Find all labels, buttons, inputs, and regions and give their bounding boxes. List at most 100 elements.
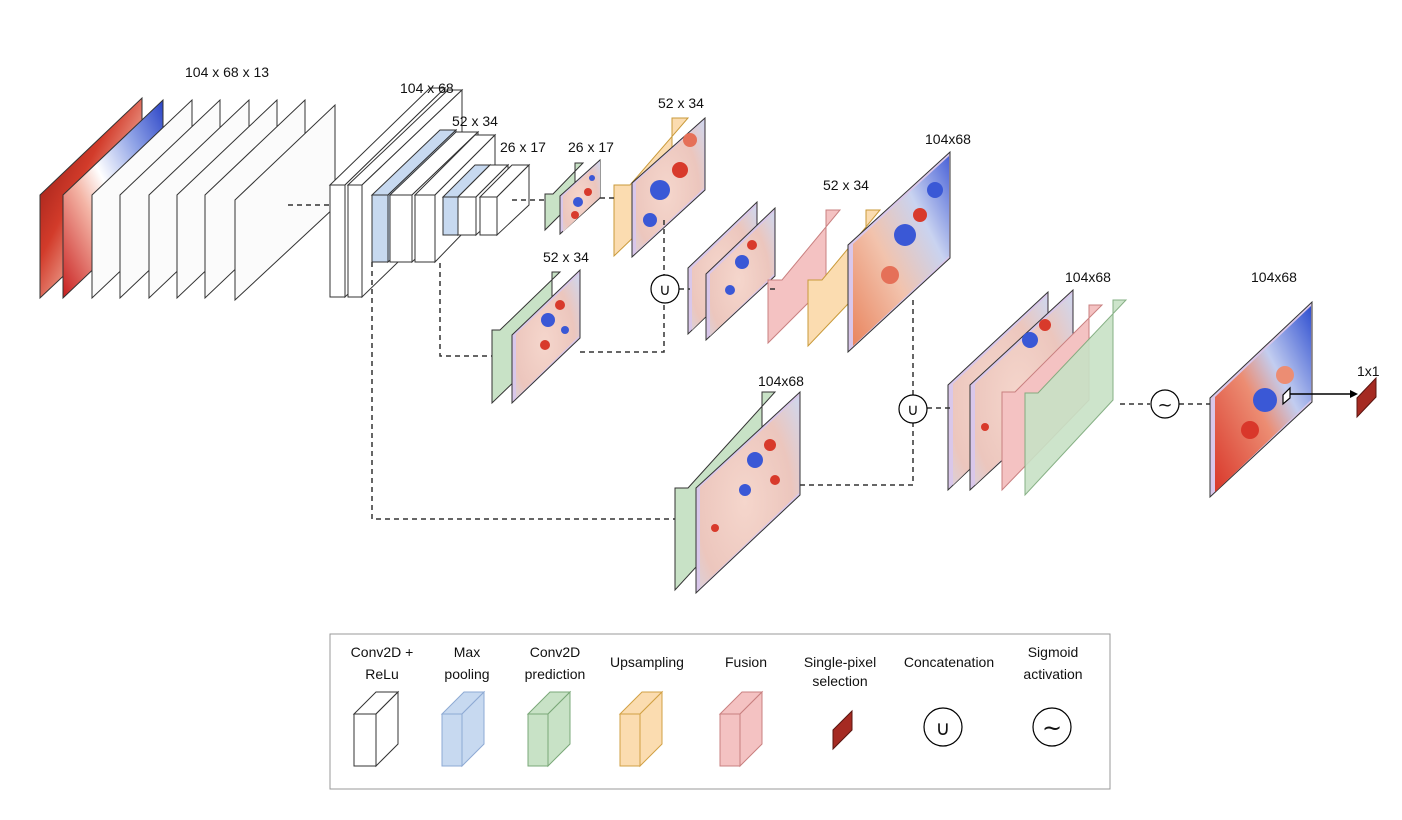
connectors <box>288 197 1210 520</box>
fusion-104x68: 104x68 <box>947 269 1128 497</box>
legend-item-upsampling: Upsampling <box>610 654 684 768</box>
pred104-blob-2 <box>764 439 776 451</box>
conn-pred104-to-union2 <box>800 422 914 486</box>
legend-concat-circle <box>923 707 963 747</box>
output-blob-1 <box>1253 388 1277 412</box>
prediction-26x17: 26 x 17 <box>544 139 614 236</box>
legend-upsampling-side <box>639 690 663 768</box>
pred26-blob-2 <box>584 188 592 196</box>
legend-sigmoid-line2: activation <box>1023 666 1082 682</box>
legend-sigmoid-symbol: ~ <box>1042 714 1062 742</box>
block1-slab2 <box>347 184 363 298</box>
block3-front1 <box>457 196 477 236</box>
pred52-blob-4 <box>561 326 569 334</box>
union-node-1-circle <box>650 274 680 304</box>
legend-item-single-pixel: Single-pixel selection <box>804 654 876 751</box>
concat104-blob-2 <box>1039 319 1051 331</box>
pool2-front <box>442 196 459 236</box>
up104-blob-2 <box>913 208 927 222</box>
conn-block2-skip <box>439 263 492 357</box>
legend-pixel-line2: selection <box>812 673 867 689</box>
union-node-1-symbol: ∪ <box>659 280 671 299</box>
output-blob-2 <box>1276 366 1294 384</box>
up104-blob-3 <box>881 266 899 284</box>
up52-blob-3 <box>643 213 657 227</box>
up52-blob-1 <box>650 180 670 200</box>
legend-sigmoid-circle <box>1032 707 1072 747</box>
pred104-blob-1 <box>747 452 763 468</box>
fusion52-dimension-label: 52 x 34 <box>823 177 869 193</box>
block2-dimension-label: 52 x 34 <box>452 113 498 129</box>
pred26-blob-4 <box>589 175 595 181</box>
input-dimension-label: 104 x 68 x 13 <box>185 64 269 80</box>
conn-pred52-to-union <box>580 301 665 353</box>
pred52-blob-2 <box>555 300 565 310</box>
legend-fusion-side <box>739 690 763 768</box>
legend-item-fusion: Fusion <box>718 654 767 768</box>
pred26-blob-3 <box>571 211 579 219</box>
pool1-front <box>371 194 389 263</box>
pred104-blob-5 <box>770 475 780 485</box>
legend-item-sigmoid: Sigmoid activation ~ <box>1023 644 1083 747</box>
fusion104-green <box>1024 299 1128 497</box>
concat52-blob-2 <box>747 240 757 250</box>
legend-concat-line1: Concatenation <box>904 654 994 670</box>
block3-dimension-label: 26 x 17 <box>500 139 546 155</box>
legend-item-conv: Conv2D + ReLu <box>351 644 414 768</box>
legend-item-prediction: Conv2D prediction <box>525 644 586 768</box>
up52-dimension-label: 52 x 34 <box>658 95 704 111</box>
pred26-dimension-label: 26 x 17 <box>568 139 614 155</box>
legend-conv-side <box>375 690 399 768</box>
upsample-52x34-top: 52 x 34 <box>613 95 706 259</box>
up104-map <box>853 156 949 346</box>
legend-fusion-line1: Fusion <box>725 654 767 670</box>
legend-pool-shape <box>441 713 463 767</box>
fusion104-dimension-label: 104x68 <box>1065 269 1111 285</box>
pred104-blob-3 <box>739 484 751 496</box>
legend-pool-line2: pooling <box>444 666 489 682</box>
output-map: 104x68 1x1 <box>1209 269 1380 499</box>
legend-prediction-line2: prediction <box>525 666 586 682</box>
union-node-2: ∪ <box>898 394 928 424</box>
up104-blob-1 <box>894 224 916 246</box>
union-node-1: ∪ <box>650 274 680 304</box>
block1-slab1 <box>329 184 346 298</box>
up104-blob-4 <box>927 182 943 198</box>
pred26-blob-1 <box>573 197 583 207</box>
pred52-blob-1 <box>541 313 555 327</box>
block1-dimension-label: 104 x 68 <box>400 80 454 96</box>
output-blob-3 <box>1241 421 1259 439</box>
prediction-104x68: 104x68 <box>674 373 804 595</box>
output-selected-pixel <box>1282 386 1291 406</box>
legend-prediction-shape <box>527 713 549 767</box>
single-pixel-output <box>1356 376 1377 419</box>
concat52-map-2 <box>710 212 774 336</box>
sigmoid-node: ~ <box>1150 389 1180 419</box>
input-stack: 104 x 68 x 13 <box>39 64 336 302</box>
prediction-52x34: 52 x 34 <box>491 249 589 405</box>
conn-block1-skip <box>371 262 675 520</box>
legend-conv-line2: ReLu <box>365 666 398 682</box>
legend-item-pool: Max pooling <box>440 644 490 768</box>
pred26-map <box>563 161 600 232</box>
concat52-blob-3 <box>725 285 735 295</box>
legend-conv-shape <box>353 713 377 767</box>
block2-front1 <box>389 194 413 263</box>
legend-pool-side <box>461 690 485 768</box>
output-selection-arrowhead <box>1350 390 1358 398</box>
up52-blob-4 <box>683 133 697 147</box>
sigmoid-node-symbol: ~ <box>1157 395 1172 416</box>
legend: Conv2D + ReLu Max pooling Conv2D predict… <box>329 633 1111 790</box>
legend-upsampling-shape <box>619 713 641 767</box>
legend-prediction-side <box>547 690 571 768</box>
union-node-2-circle <box>898 394 928 424</box>
sigmoid-node-circle <box>1150 389 1180 419</box>
legend-sigmoid-line1: Sigmoid <box>1028 644 1079 660</box>
legend-fusion-shape <box>719 713 741 767</box>
legend-conv-line1: Conv2D + <box>351 644 414 660</box>
legend-item-concatenation: Concatenation ∪ <box>904 654 994 747</box>
pixel-dimension-label: 1x1 <box>1357 363 1380 379</box>
pred52-dimension-label: 52 x 34 <box>543 249 589 265</box>
union-node-2-symbol: ∪ <box>907 400 919 419</box>
